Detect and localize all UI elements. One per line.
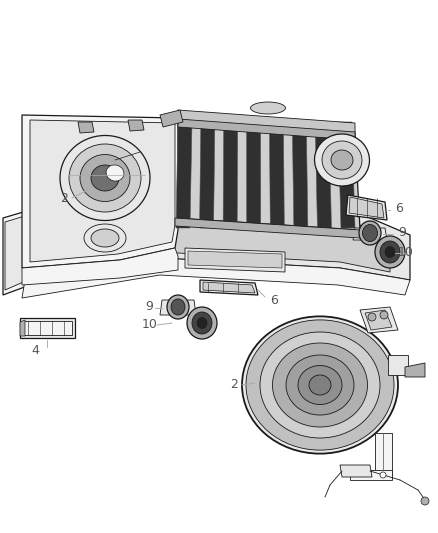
Polygon shape — [178, 110, 355, 132]
Polygon shape — [20, 320, 25, 336]
Polygon shape — [160, 110, 183, 127]
Polygon shape — [23, 321, 72, 335]
Text: 2: 2 — [60, 191, 68, 205]
Ellipse shape — [251, 102, 286, 114]
Ellipse shape — [60, 135, 150, 221]
Ellipse shape — [375, 236, 405, 268]
Text: 10: 10 — [142, 319, 158, 332]
Polygon shape — [20, 318, 75, 338]
Ellipse shape — [187, 307, 217, 339]
Polygon shape — [375, 433, 392, 475]
Polygon shape — [178, 118, 355, 140]
Ellipse shape — [385, 246, 395, 257]
Polygon shape — [176, 122, 192, 228]
Ellipse shape — [260, 332, 380, 438]
Polygon shape — [203, 282, 255, 293]
Polygon shape — [269, 122, 284, 228]
Polygon shape — [340, 465, 372, 477]
Ellipse shape — [314, 134, 370, 186]
Ellipse shape — [106, 165, 124, 181]
Text: 6: 6 — [270, 294, 278, 306]
Polygon shape — [25, 195, 410, 282]
Polygon shape — [365, 310, 392, 330]
Ellipse shape — [331, 150, 353, 170]
Polygon shape — [349, 197, 384, 218]
Polygon shape — [200, 280, 258, 295]
Ellipse shape — [167, 295, 189, 319]
Polygon shape — [292, 122, 308, 228]
Ellipse shape — [363, 224, 378, 241]
Ellipse shape — [246, 320, 394, 450]
Polygon shape — [22, 248, 178, 285]
Ellipse shape — [309, 375, 331, 395]
Polygon shape — [338, 122, 355, 228]
Ellipse shape — [192, 312, 212, 334]
Polygon shape — [223, 122, 238, 228]
Circle shape — [368, 313, 376, 321]
Polygon shape — [185, 248, 285, 272]
Polygon shape — [175, 120, 360, 230]
Polygon shape — [247, 122, 261, 228]
Ellipse shape — [69, 144, 141, 212]
Polygon shape — [5, 215, 28, 290]
Polygon shape — [30, 120, 175, 262]
Polygon shape — [350, 470, 392, 480]
Polygon shape — [160, 300, 196, 315]
Circle shape — [380, 472, 386, 478]
Ellipse shape — [380, 241, 400, 263]
Ellipse shape — [298, 366, 342, 405]
Text: 9: 9 — [398, 227, 406, 239]
Polygon shape — [60, 205, 390, 272]
Polygon shape — [188, 251, 282, 268]
Polygon shape — [3, 210, 30, 295]
Ellipse shape — [272, 343, 367, 427]
Ellipse shape — [197, 318, 207, 328]
Ellipse shape — [80, 155, 130, 201]
Text: 6: 6 — [395, 201, 403, 214]
Text: 4: 4 — [31, 343, 39, 357]
Ellipse shape — [242, 317, 398, 454]
Ellipse shape — [171, 299, 185, 315]
Polygon shape — [22, 258, 410, 298]
Polygon shape — [22, 115, 178, 268]
Circle shape — [380, 311, 388, 319]
Ellipse shape — [359, 221, 381, 245]
Polygon shape — [353, 228, 387, 240]
Polygon shape — [78, 122, 94, 133]
Circle shape — [421, 497, 429, 505]
Polygon shape — [128, 120, 144, 131]
Polygon shape — [405, 363, 425, 377]
Text: 9: 9 — [145, 301, 153, 313]
Polygon shape — [315, 122, 332, 228]
Polygon shape — [360, 307, 398, 333]
Polygon shape — [200, 122, 215, 228]
Ellipse shape — [322, 141, 362, 179]
Ellipse shape — [91, 165, 119, 191]
Text: 2: 2 — [230, 378, 238, 392]
Polygon shape — [175, 218, 360, 238]
Ellipse shape — [91, 229, 119, 247]
Text: 10: 10 — [398, 246, 414, 259]
Ellipse shape — [84, 224, 126, 252]
Polygon shape — [388, 355, 408, 375]
Polygon shape — [346, 195, 387, 220]
Ellipse shape — [286, 355, 354, 415]
